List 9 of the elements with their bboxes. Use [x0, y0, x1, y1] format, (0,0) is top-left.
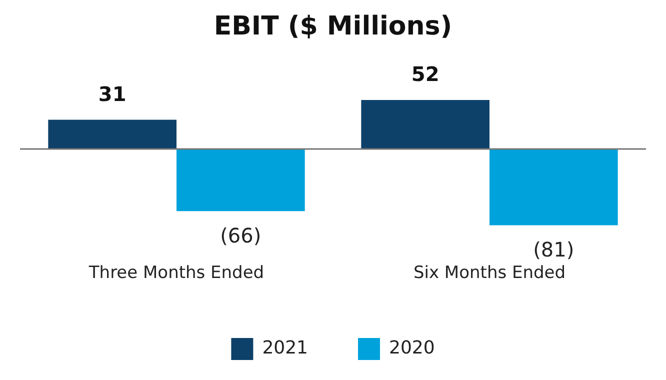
x-tick-label: Three Months Ended — [88, 263, 264, 284]
x-tick-label: Six Months Ended — [413, 263, 566, 284]
chart-title: EBIT ($ Millions) — [214, 11, 452, 42]
legend-label: 2021 — [262, 338, 308, 359]
data-label: 52 — [411, 62, 440, 86]
data-label: (66) — [220, 223, 262, 248]
data-label: 31 — [98, 82, 126, 106]
legend-label: 2020 — [389, 338, 435, 359]
data-label: (81) — [533, 237, 574, 262]
